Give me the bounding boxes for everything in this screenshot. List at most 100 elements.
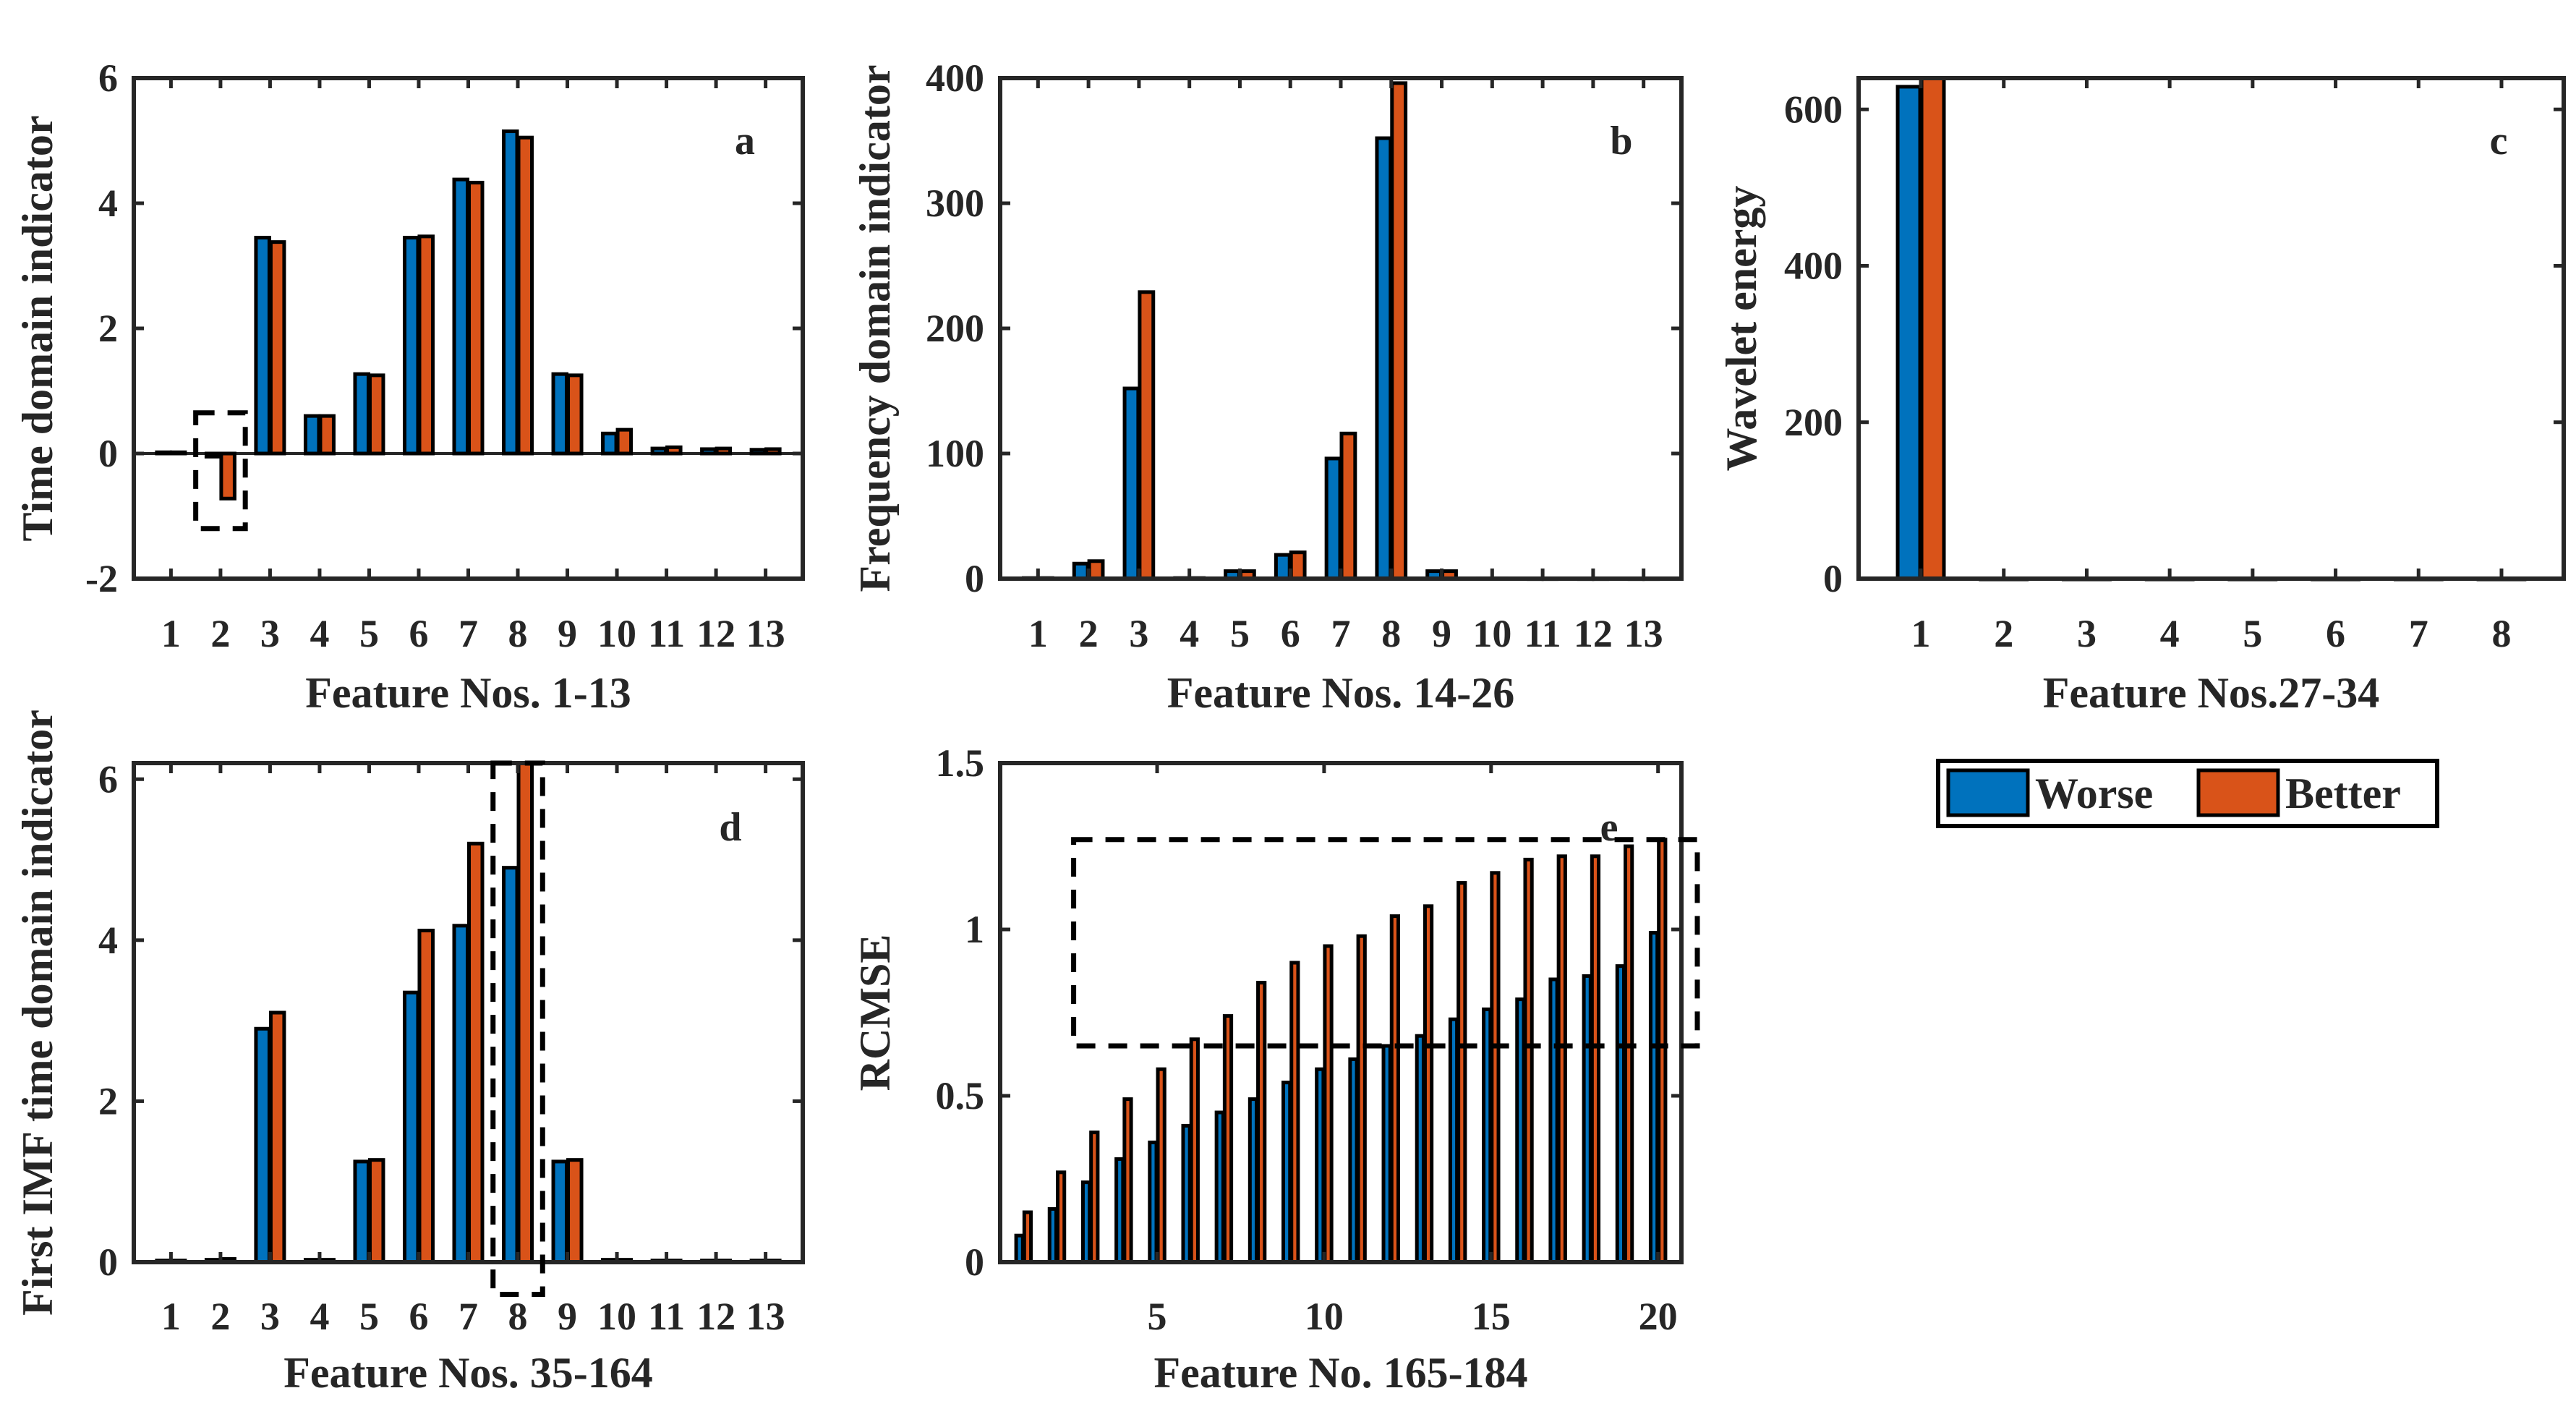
bar-a-worse-10: [601, 431, 618, 456]
bar-d-worse-9: [551, 1159, 569, 1264]
x-tick-label: 13: [746, 612, 785, 655]
bar-a-better-13: [764, 447, 782, 456]
x-tick-label: 5: [1230, 612, 1250, 655]
bar-a-worse-6: [402, 236, 420, 456]
bar-a-worse-13: [749, 448, 767, 456]
bar-e-better-15: [1490, 871, 1501, 1264]
bar-e-worse-11: [1348, 1057, 1359, 1264]
x-tick-label: 6: [2326, 612, 2345, 655]
axes-frame-c: [1856, 76, 2566, 581]
y-tick-label: 200: [926, 307, 984, 350]
y-axis-label-c: Wavelet energy: [1718, 186, 1765, 472]
x-tick-label: 9: [558, 612, 577, 655]
bar-e-better-1: [1022, 1210, 1033, 1264]
x-tick-label: 10: [597, 1295, 636, 1338]
bar-b-worse-6: [1274, 553, 1292, 581]
bar-a-worse-2: [204, 451, 222, 459]
x-tick-label: 4: [310, 1295, 329, 1338]
y-tick-label: 600: [1784, 88, 1843, 131]
x-tick-label: 6: [1281, 612, 1300, 655]
bar-e-better-16: [1523, 857, 1534, 1264]
bar-e-worse-4: [1114, 1157, 1125, 1264]
bar-e-better-2: [1056, 1170, 1067, 1264]
x-axis-label-b: Feature Nos. 14-26: [1167, 669, 1514, 717]
x-tick-label: 10: [1472, 612, 1511, 655]
bar-e-worse-1: [1014, 1233, 1025, 1264]
bar-e-better-7: [1222, 1014, 1234, 1264]
axes-frame-e: [998, 761, 1684, 1264]
bar-a-worse-7: [452, 177, 469, 456]
x-axis-label-e: Feature No. 165-184: [1153, 1349, 1527, 1397]
bar-e-worse-6: [1181, 1123, 1192, 1264]
x-tick-label: 8: [1381, 612, 1401, 655]
bar-e-worse-13: [1415, 1034, 1425, 1264]
bar-e-better-3: [1089, 1131, 1100, 1264]
bar-a-worse-3: [254, 236, 271, 456]
bar-e-worse-5: [1148, 1140, 1159, 1264]
x-axis-label-d: Feature Nos. 35-164: [283, 1349, 652, 1397]
x-tick-label: 1: [1028, 612, 1048, 655]
bar-e-better-14: [1457, 881, 1467, 1264]
bar-e-better-18: [1590, 854, 1601, 1264]
x-tick-label: 20: [1639, 1295, 1678, 1338]
bar-a-better-10: [615, 427, 634, 456]
bar-e-worse-16: [1515, 997, 1526, 1264]
bar-e-worse-3: [1080, 1180, 1092, 1264]
highlight-box-a: [193, 410, 248, 532]
x-tick-label: 3: [260, 1295, 280, 1338]
bar-e-worse-7: [1214, 1110, 1225, 1264]
x-axis-label-a: Feature Nos. 1-13: [305, 669, 631, 717]
bar-b-better-2: [1087, 559, 1105, 581]
x-tick-label: 1: [161, 1295, 181, 1338]
bar-a-better-9: [566, 373, 584, 456]
bar-d-worse-7: [452, 924, 469, 1264]
bar-e-worse-19: [1615, 964, 1626, 1264]
y-tick-label: 1.5: [936, 741, 985, 785]
y-axis-label-a: Time domain indicator: [14, 116, 61, 542]
bar-d-better-7: [467, 841, 485, 1264]
x-tick-label: 13: [746, 1295, 785, 1338]
panel-c: 0 200 400 600 1 2 3 4 5 6 7 8 Feature Nos.27-34 Wavel…: [1718, 76, 2566, 717]
legend-swatch-better: [2196, 768, 2280, 817]
x-tick-label: 11: [648, 612, 685, 655]
bar-d-worse-5: [353, 1159, 370, 1264]
bar-b-better-3: [1138, 290, 1156, 581]
bar-a-worse-5: [353, 372, 370, 456]
panel-tag-e: e: [1600, 805, 1618, 850]
bar-d-worse-6: [402, 990, 420, 1264]
bar-e-better-19: [1624, 844, 1634, 1264]
bar-c-worse-1: [1895, 85, 1922, 581]
x-tick-label: 12: [1574, 612, 1613, 655]
bar-a-better-3: [268, 240, 286, 456]
highlight-box-e: [1071, 837, 1700, 1049]
bar-d-better-5: [367, 1158, 385, 1264]
y-tick-label: 6: [98, 56, 118, 100]
bar-d-better-8: [516, 761, 534, 1264]
x-tick-label: 8: [508, 1295, 528, 1338]
x-tick-label: 1: [161, 612, 181, 655]
x-tick-label: 5: [1148, 1295, 1167, 1338]
bar-a-worse-11: [650, 446, 668, 456]
bar-e-worse-2: [1047, 1206, 1058, 1264]
y-tick-label: 2: [98, 1079, 118, 1123]
x-tick-label: 7: [2409, 612, 2428, 655]
x-tick-label: 12: [696, 1295, 735, 1338]
x-tick-label: 7: [459, 612, 478, 655]
x-tick-label: 2: [1994, 612, 2013, 655]
y-tick-label: 100: [926, 432, 984, 475]
y-tick-label: 400: [926, 56, 984, 100]
panel-tag-d: d: [719, 805, 741, 850]
bar-e-worse-15: [1482, 1007, 1493, 1264]
x-tick-label: 4: [310, 612, 329, 655]
bar-a-better-11: [665, 445, 683, 456]
bar-d-better-3: [268, 1010, 286, 1264]
x-tick-label: 11: [648, 1295, 685, 1338]
bar-e-better-20: [1657, 838, 1668, 1264]
x-tick-label: 11: [1524, 612, 1561, 655]
y-tick-label: 6: [98, 757, 118, 801]
y-axis-label-b: Frequency domain indicator: [851, 65, 899, 592]
panel-e: 0 0.5 1 1.5 5 10 15 20 Feature No. 165-184 RCMSE e: [851, 741, 1700, 1397]
bar-a-better-7: [467, 180, 485, 456]
